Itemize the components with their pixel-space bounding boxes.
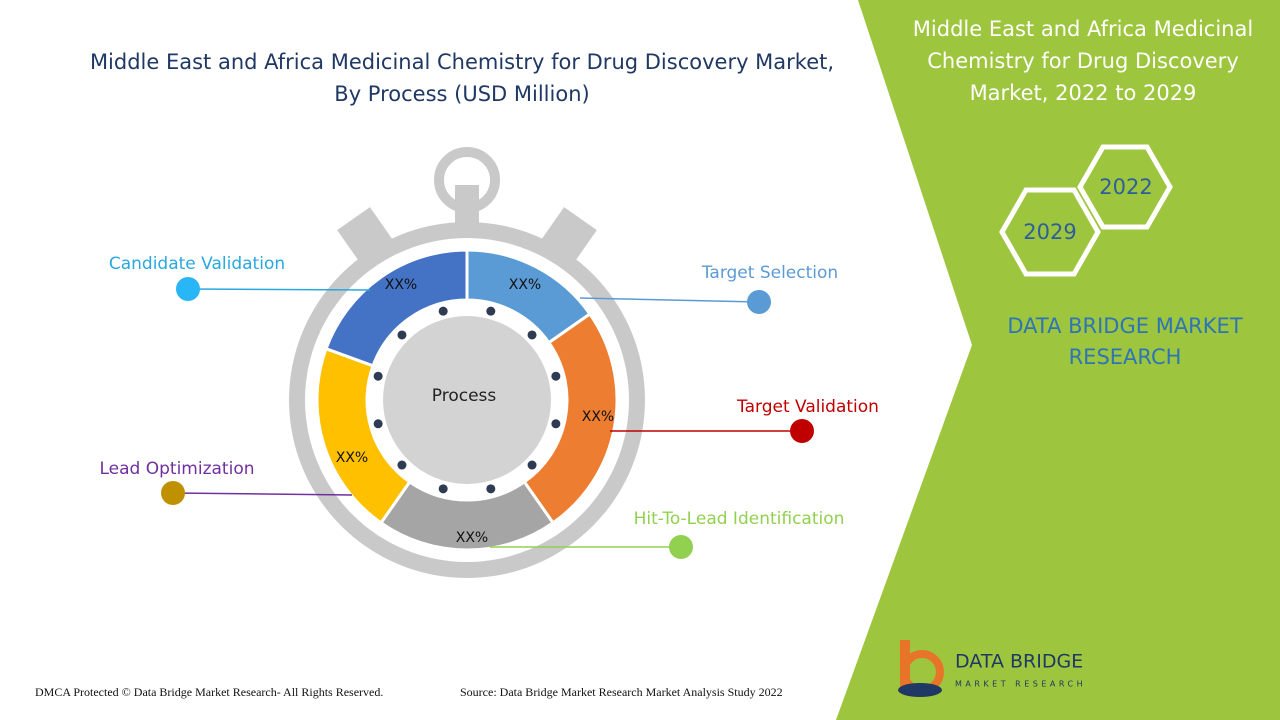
tick-dot: [397, 460, 407, 470]
side-title: Middle East and Africa Medicinal: [913, 17, 1253, 41]
callout-dot: [669, 535, 693, 559]
logo: [898, 640, 944, 697]
logo-name: DATA BRIDGE: [955, 651, 1083, 673]
brand: DATA BRIDGE MARKET: [1007, 314, 1242, 338]
value-label: XX%: [385, 277, 417, 293]
tick-dot: [373, 419, 383, 429]
segment: [324, 248, 469, 368]
connector: [172, 492, 353, 496]
side-title: Chemistry for Drug Discovery: [927, 49, 1239, 73]
tick-dot: [373, 371, 383, 381]
segment-label: Hit-To-Lead Identification: [634, 509, 845, 529]
year: 2022: [1099, 175, 1152, 199]
segment-label: Candidate Validation: [109, 254, 285, 274]
tick-dot: [486, 484, 496, 494]
tick-dot: [551, 419, 561, 429]
connector: [187, 288, 371, 291]
title-line: By Process (USD Million): [334, 82, 589, 106]
side-panel-bg: [836, 0, 1280, 720]
title-line: Middle East and Africa Medicinal Chemist…: [90, 50, 834, 74]
tick-dot: [397, 330, 407, 340]
tick-dot: [527, 460, 537, 470]
connector: [579, 297, 760, 303]
hexagon: [1077, 144, 1173, 230]
callout-dot: [161, 481, 185, 505]
ring: [315, 248, 619, 552]
segment-label: Target Selection: [701, 263, 838, 283]
callout-dot: [747, 290, 771, 314]
hexagon: [999, 187, 1101, 277]
segment-label: Lead Optimization: [100, 459, 255, 479]
value-label: XX%: [456, 530, 488, 546]
brand: RESEARCH: [1069, 345, 1182, 369]
tick-dot: [438, 484, 448, 494]
tick-dot: [486, 306, 496, 316]
side-title: Market, 2022 to 2029: [970, 81, 1197, 105]
copyright: DMCA Protected © Data Bridge Market Rese…: [35, 685, 383, 699]
segment-label: Target Validation: [736, 397, 879, 417]
callout-dot: [176, 277, 200, 301]
value-label: XX%: [336, 450, 368, 466]
callout-dot: [790, 419, 814, 443]
tick-dot: [438, 306, 448, 316]
tick-dot: [551, 371, 561, 381]
logo-tagline: MARKET RESEARCH: [955, 680, 1086, 689]
center-label: Process: [432, 386, 497, 406]
source: Source: Data Bridge Market Research Mark…: [460, 685, 783, 699]
year: 2029: [1023, 220, 1076, 244]
value-label: XX%: [582, 409, 614, 425]
value-label: XX%: [509, 277, 541, 293]
tick-dot: [527, 330, 537, 340]
segment: [522, 311, 619, 525]
